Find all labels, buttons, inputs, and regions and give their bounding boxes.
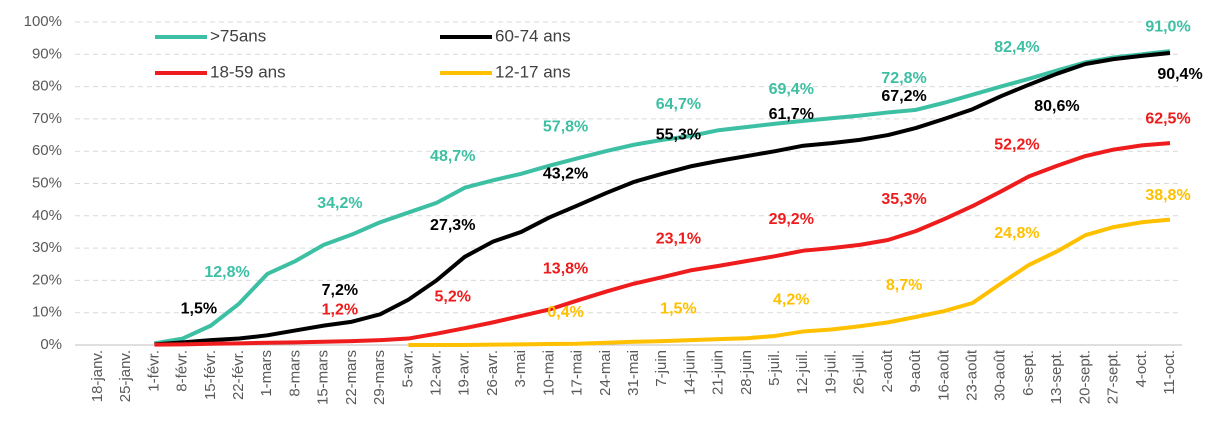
legend-label: >75ans	[210, 26, 266, 45]
data-label: 12,8%	[204, 264, 249, 281]
x-tick-label: 22-mars	[343, 350, 360, 405]
x-tick-label: 5-avr.	[399, 350, 416, 388]
data-label: 80,6%	[1034, 98, 1079, 115]
y-tick-label: 100%	[24, 13, 62, 30]
x-tick-label: 10-mai	[540, 350, 557, 396]
x-tick-label: 30-août	[992, 349, 1009, 401]
y-tick-label: 10%	[32, 304, 62, 321]
x-tick-label: 23-août	[963, 349, 980, 401]
x-tick-label: 22-févr.	[230, 350, 247, 400]
data-label: 64,7%	[656, 96, 701, 113]
x-tick-label: 27-sept.	[1105, 350, 1122, 404]
x-tick-label: 6-sept.	[1020, 350, 1037, 396]
x-tick-label: 1-févr.	[145, 350, 162, 392]
x-tick-label: 14-juin	[681, 350, 698, 395]
y-tick-label: 90%	[32, 45, 62, 62]
data-label: 1,5%	[181, 300, 217, 317]
data-label: 7,2%	[322, 282, 358, 299]
series-line	[154, 49, 1171, 346]
x-tick-label: 12-avr.	[427, 350, 444, 396]
data-label: 90,4%	[1157, 66, 1202, 83]
y-tick-label: 50%	[32, 174, 62, 191]
x-tick-label: 31-mai	[625, 350, 642, 396]
legend-label: 18-59 ans	[210, 62, 286, 81]
data-label: 48,7%	[430, 148, 475, 165]
data-label: 24,8%	[994, 225, 1039, 242]
series-line	[154, 51, 1171, 347]
y-tick-label: 80%	[32, 78, 62, 95]
x-tick-label: 7-juin	[653, 350, 670, 387]
y-tick-label: 70%	[32, 110, 62, 127]
x-tick-label: 3-mai	[512, 350, 529, 388]
x-tick-label: 8-févr.	[174, 350, 191, 392]
y-tick-label: 0%	[40, 336, 62, 353]
x-tick-label: 29-mars	[371, 350, 388, 405]
data-label: 61,7%	[769, 106, 814, 123]
data-label: 69,4%	[769, 81, 814, 98]
data-label: 82,4%	[994, 39, 1039, 56]
x-tick-label: 26-avr.	[484, 350, 501, 396]
data-label: 43,2%	[543, 166, 588, 183]
data-label: 4,2%	[773, 292, 809, 309]
data-label: 0,4%	[547, 304, 583, 321]
data-label: 35,3%	[881, 191, 926, 208]
x-tick-label: 24-mai	[597, 350, 614, 396]
data-label: 67,2%	[881, 88, 926, 105]
x-tick-label: 28-juin	[738, 350, 755, 395]
x-tick-label: 16-août	[935, 349, 952, 401]
x-tick-label: 21-juin	[710, 350, 727, 395]
data-label: 55,3%	[656, 127, 701, 144]
x-tick-label: 19-juil.	[822, 350, 839, 394]
x-tick-label: 26-juil.	[851, 350, 868, 394]
data-label: 72,8%	[881, 70, 926, 87]
legend-label: 12-17 ans	[495, 62, 571, 81]
x-tick-label: 18-janv.	[89, 350, 106, 402]
x-tick-label: 11-oct.	[1161, 350, 1178, 395]
series-line	[408, 217, 1171, 347]
data-label: 62,5%	[1145, 110, 1190, 127]
data-label: 38,8%	[1145, 187, 1190, 204]
x-tick-label: 12-juil.	[794, 350, 811, 394]
x-tick-label: 17-mai	[569, 350, 586, 396]
x-tick-label: 20-sept.	[1076, 350, 1093, 404]
x-tick-label: 2-août	[879, 349, 896, 392]
series-line	[154, 141, 1171, 347]
data-label: 29,2%	[769, 211, 814, 228]
data-label: 23,1%	[656, 231, 701, 248]
data-label: 91,0%	[1145, 18, 1190, 35]
y-tick-label: 60%	[32, 142, 62, 159]
x-tick-label: 15-mars	[315, 350, 332, 405]
y-tick-label: 40%	[32, 207, 62, 224]
legend-label: 60-74 ans	[495, 26, 571, 45]
data-label: 52,2%	[994, 137, 1039, 154]
data-label: 8,7%	[886, 277, 922, 294]
data-label: 5,2%	[435, 288, 471, 305]
data-label: 13,8%	[543, 261, 588, 278]
x-tick-label: 9-août	[907, 349, 924, 392]
x-tick-label: 13-sept.	[1048, 350, 1065, 404]
x-tick-label: 8-mars	[286, 350, 303, 397]
x-tick-label: 15-févr.	[202, 350, 219, 400]
x-tick-label: 4-oct.	[1133, 350, 1150, 388]
y-tick-label: 30%	[32, 239, 62, 256]
data-label: 34,2%	[317, 195, 362, 212]
data-label: 1,5%	[660, 300, 696, 317]
x-tick-label: 1-mars	[258, 350, 275, 397]
x-tick-label: 5-juil.	[766, 350, 783, 386]
y-tick-label: 20%	[32, 271, 62, 288]
data-label: 57,8%	[543, 119, 588, 136]
data-label: 1,2%	[322, 301, 358, 318]
x-tick-label: 19-avr.	[456, 350, 473, 396]
data-label: 27,3%	[430, 217, 475, 234]
x-tick-label: 25-janv.	[117, 350, 134, 402]
